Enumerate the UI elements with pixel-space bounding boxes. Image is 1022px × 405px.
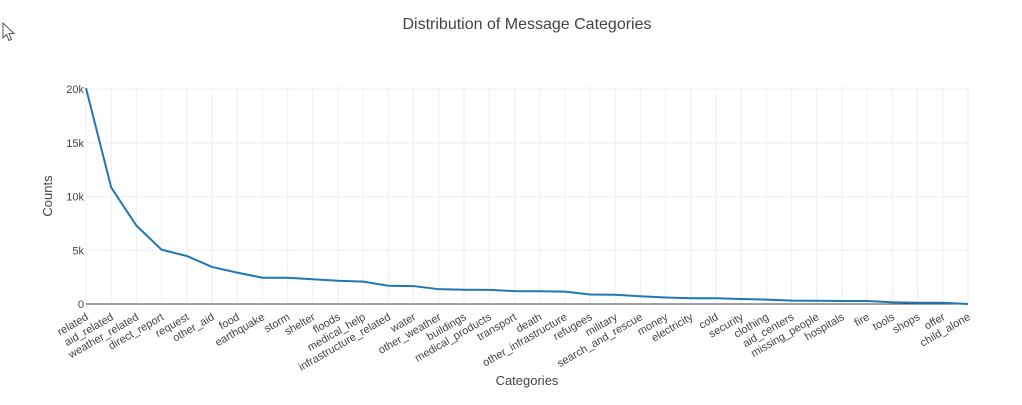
data-point — [689, 296, 693, 300]
data-point — [260, 276, 264, 280]
data-point — [512, 289, 516, 293]
data-point — [437, 287, 441, 291]
data-point — [336, 279, 340, 283]
data-point — [84, 86, 88, 90]
data-point — [134, 224, 138, 228]
data-point — [664, 295, 668, 299]
data-point — [865, 299, 869, 303]
data-points — [84, 86, 970, 306]
grid-layer — [85, 86, 969, 305]
chart-title: Distribution of Message Categories — [402, 16, 651, 33]
data-point — [563, 290, 567, 294]
y-tick-label: 5k — [72, 245, 84, 257]
data-point — [235, 271, 239, 275]
data-point — [386, 284, 390, 288]
data-point — [890, 300, 894, 304]
y-tick-label: 15k — [66, 138, 84, 150]
x-tick-label: shops — [891, 311, 923, 336]
y-tick-label: 20k — [66, 84, 84, 96]
data-point — [815, 299, 819, 303]
series-line — [85, 87, 969, 305]
data-point — [286, 276, 290, 280]
data-point — [487, 288, 491, 292]
y-tick-label: 10k — [66, 192, 84, 204]
data-point — [739, 297, 743, 301]
data-point — [916, 301, 920, 305]
data-point — [538, 289, 542, 293]
data-point — [311, 277, 315, 281]
data-point — [638, 294, 642, 298]
data-point — [210, 265, 214, 269]
data-point — [790, 299, 794, 303]
x-axis-title: Categories — [496, 373, 559, 388]
data-point — [966, 302, 970, 306]
data-point — [412, 284, 416, 288]
y-tick-label: 0 — [78, 299, 84, 311]
data-point — [109, 185, 113, 189]
data-point — [185, 254, 189, 258]
x-tick-label: fire — [852, 311, 871, 329]
data-point — [714, 296, 718, 300]
data-point — [160, 248, 164, 252]
mouse-cursor-icon — [2, 22, 16, 42]
y-axis-title: Counts — [40, 175, 55, 217]
y-axis-ticks: 0 5k 10k 15k 20k — [66, 84, 84, 311]
data-point — [840, 299, 844, 303]
data-point — [588, 293, 592, 297]
data-point — [613, 293, 617, 297]
data-point — [361, 280, 365, 284]
data-point — [462, 288, 466, 292]
data-point — [941, 301, 945, 305]
x-axis-ticks: relatedaid_relatedweather_relateddirect_… — [55, 311, 972, 374]
data-point — [764, 298, 768, 302]
